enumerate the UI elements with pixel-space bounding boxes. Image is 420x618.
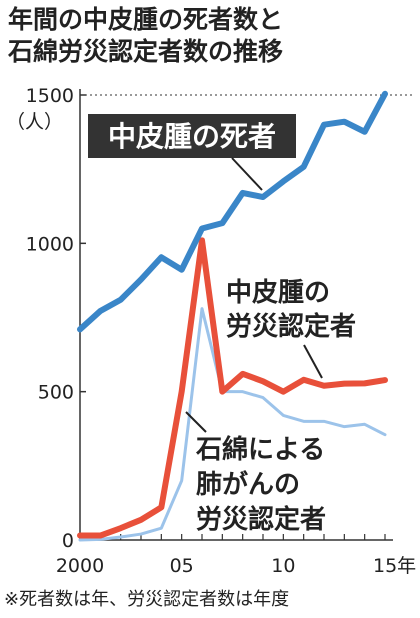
y-axis-unit-label: （人） [6,111,63,133]
chart-series [77,90,388,542]
certified-label-leader [303,344,323,379]
lung-cancer-label-leader [185,411,207,433]
mesothelioma-certified-line [77,237,388,539]
lung-cancer-series-label-line: 肺がんの [196,469,300,500]
y-tick-label: 0 [62,530,74,552]
chart-title-line-1: 年間の中皮腫の死者数と [8,5,284,34]
x-tick-label: 15年 [373,555,416,577]
deaths-label-box [88,114,296,158]
x-tick-label: 05 [170,555,194,577]
deaths-label-leader [231,157,263,191]
lung-cancer-series-label-line: 石綿による [195,434,325,465]
footnote: ※死者数は年、労災認定者数は年度 [4,589,290,610]
certified-series-label-line: 中皮腫の [226,278,330,308]
y-tick-label: 1000 [26,233,74,255]
y-tick-label: 500 [38,382,74,404]
chart-axes: 0 500 1000 1500 （人） 2000 05 10 15年 [6,85,416,577]
lung-cancer-series-label-line: 労災認定者 [196,504,326,535]
chart-title: 年間の中皮腫の死者数と 石綿労災認定者数の推移 [8,4,283,68]
deaths-series-label: 中皮腫の死者 [108,120,276,153]
x-tick-label: 10 [271,555,295,577]
lung-cancer-certified-line [78,307,387,542]
y-tick-label: 1500 [26,85,74,107]
certified-series-label-line: 労災認定者 [226,311,356,342]
mesothelioma-deaths-line [77,90,388,333]
x-tick-label: 2000 [56,555,104,577]
chart-title-line-2: 石綿労災認定者数の推移 [8,37,284,66]
